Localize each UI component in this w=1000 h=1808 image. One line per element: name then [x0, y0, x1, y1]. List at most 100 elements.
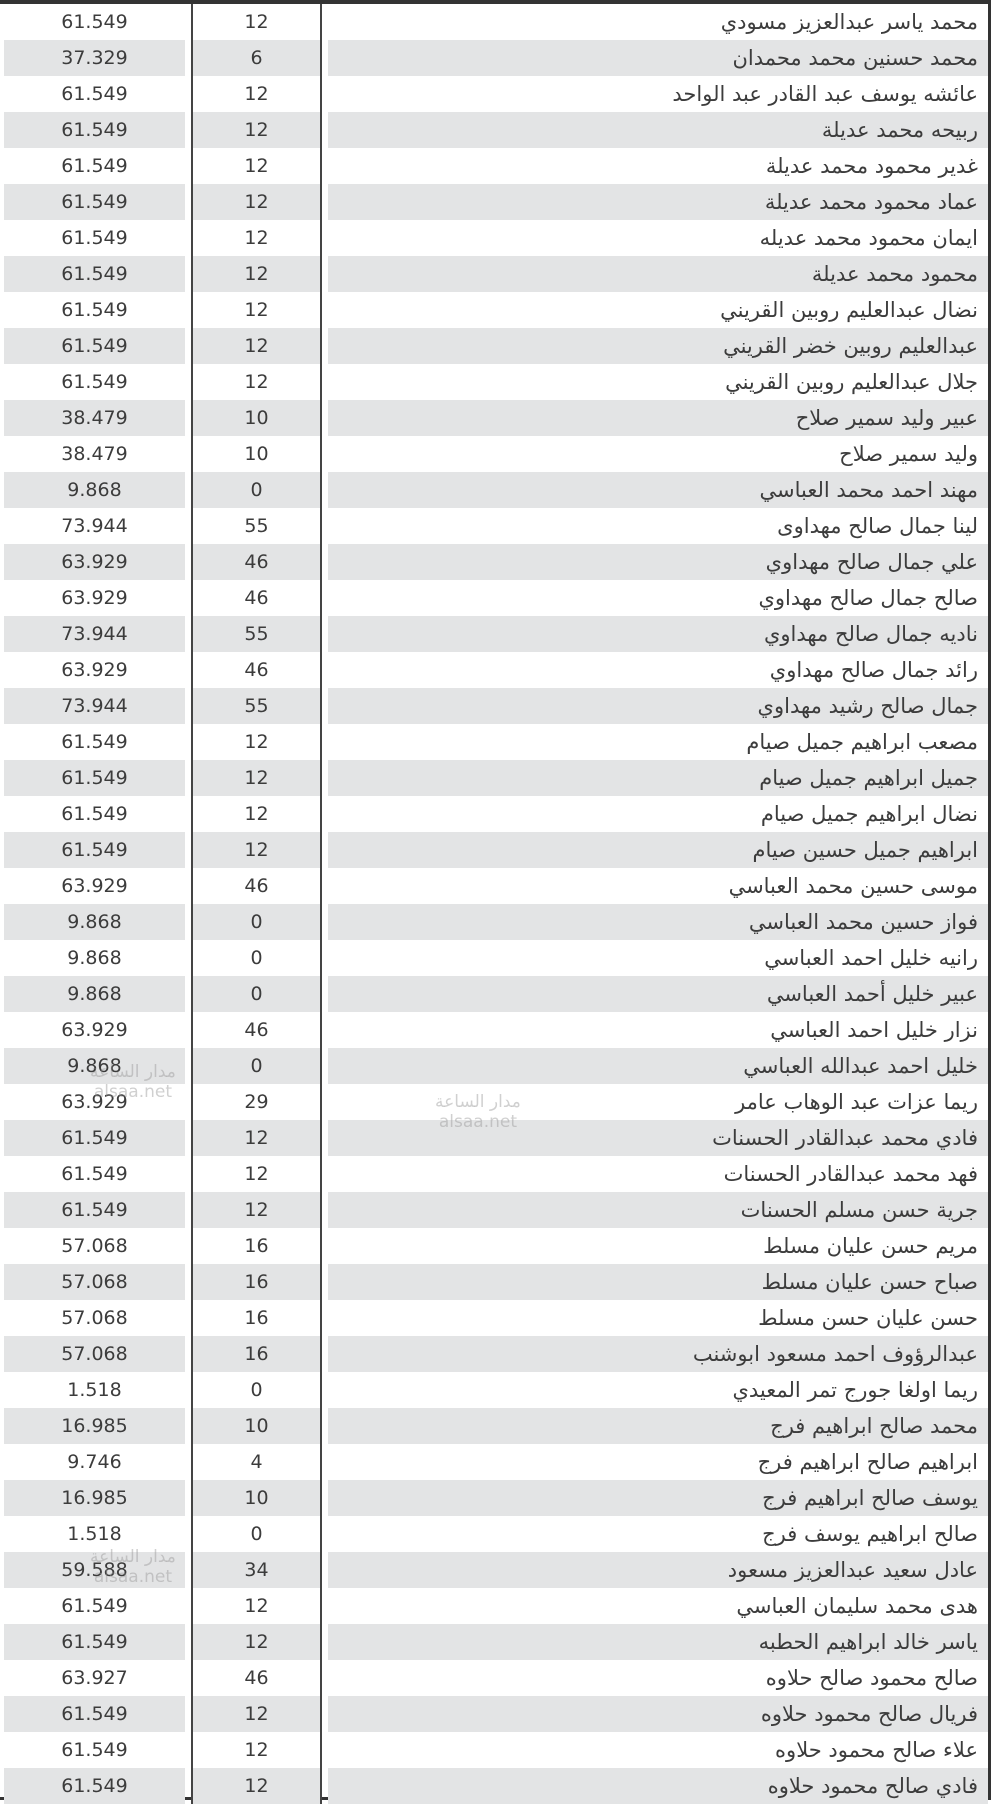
value-cell: 9.868 [4, 976, 185, 1012]
table-row: 61.549 12 جرية حسن مسلم الحسنات [4, 1192, 988, 1228]
count-cell: 0 [191, 904, 322, 940]
name-cell: لينا جمال صالح مهداوى [777, 514, 978, 538]
table-row: 61.549 12 جلال عبدالعليم روبين القريني [4, 364, 988, 400]
value-cell: 63.929 [61, 659, 128, 681]
name-cell: نضال عبدالعليم روبين القريني [720, 298, 978, 322]
name-cell: مهند احمد محمد العباسي [328, 472, 988, 508]
value-cell: 61.549 [61, 731, 128, 753]
value-cell: 63.929 [61, 1019, 128, 1041]
name-cell: جلال عبدالعليم روبين القريني [725, 370, 978, 394]
count-cell: 0 [191, 1048, 322, 1084]
count-cell: 12 [191, 112, 322, 148]
count-cell: 12 [191, 1696, 322, 1732]
name-cell: جمال صالح رشيد مهداوي [328, 688, 988, 724]
count-cell: 46 [191, 1012, 322, 1048]
count-cell: 16 [191, 1336, 322, 1372]
count-cell: 12 [191, 328, 322, 364]
table-row: 61.549 12 ربيحه محمد عديلة [4, 112, 988, 148]
table-row: 61.549 12 غدير محمود محمد عديلة [4, 148, 988, 184]
value-cell: 38.479 [4, 400, 185, 436]
name-cell: ياسر خالد ابراهيم الحطبه [328, 1624, 988, 1660]
table-row: 57.068 16 مريم حسن عليان مسلط [4, 1228, 988, 1264]
count-cell: 12 [191, 256, 322, 292]
value-cell: 9.746 [67, 1451, 122, 1473]
table-row: 63.929 46 صالح جمال صالح مهداوي [4, 580, 988, 616]
value-cell: 61.549 [4, 1120, 185, 1156]
value-cell: 9.868 [4, 472, 185, 508]
name-cell: صباح حسن عليان مسلط [328, 1264, 988, 1300]
count-cell: 16 [191, 1228, 322, 1264]
table-row: 57.068 16 صباح حسن عليان مسلط [4, 1264, 988, 1300]
table-row: 57.068 16 عبدالرؤوف احمد مسعود ابوشنب [4, 1336, 988, 1372]
value-cell: 61.549 [61, 1595, 128, 1617]
value-cell: 9.868 [4, 904, 185, 940]
name-cell: علاء صالح محمود حلاوه [775, 1738, 978, 1762]
name-cell: حسن عليان حسن مسلط [758, 1306, 978, 1330]
value-cell: 61.549 [61, 299, 128, 321]
value-cell: 61.549 [61, 155, 128, 177]
value-cell: 61.549 [61, 11, 128, 33]
name-cell: يوسف صالح ابراهيم فرج [328, 1480, 988, 1516]
count-cell: 46 [191, 868, 322, 904]
count-cell: 0 [191, 976, 322, 1012]
name-cell: فادي محمد عبدالقادر الحسنات [328, 1120, 988, 1156]
name-cell: نضال ابراهيم جميل صيام [760, 802, 978, 826]
table-row: 61.549 12 ياسر خالد ابراهيم الحطبه [4, 1624, 988, 1660]
name-cell: عائشه يوسف عبد القادر عبد الواحد [672, 82, 978, 106]
table-row: 73.944 55 جمال صالح رشيد مهداوي [4, 688, 988, 724]
table-row: 1.518 0 ريما اولغا جورج تمر المعيدي [4, 1372, 988, 1408]
name-cell: ريما عزات عبد الوهاب عامر [735, 1090, 978, 1114]
count-cell: 12 [191, 4, 322, 40]
count-cell: 55 [191, 508, 322, 544]
count-cell: 0 [191, 472, 322, 508]
table-row: 9.868 0 عبير خليل أحمد العباسي [4, 976, 988, 1012]
table-row: 63.929 46 نزار خليل احمد العباسي [4, 1012, 988, 1048]
table-row: 73.944 55 ناديه جمال صالح مهداوي [4, 616, 988, 652]
name-cell: ناديه جمال صالح مهداوي [328, 616, 988, 652]
value-cell: 57.068 [4, 1264, 185, 1300]
name-cell: ابراهيم صالح ابراهيم فرج [757, 1450, 978, 1474]
value-cell: 1.518 [67, 1379, 122, 1401]
table-row: 61.549 12 عماد محمود محمد عديلة [4, 184, 988, 220]
table-row: 61.549 12 عائشه يوسف عبد القادر عبد الواحد [4, 76, 988, 112]
table-row: 9.746 4 ابراهيم صالح ابراهيم فرج [4, 1444, 988, 1480]
table-row: 61.549 12 جميل ابراهيم جميل صيام [4, 760, 988, 796]
count-cell: 46 [191, 1660, 322, 1696]
table-row: 9.868 0 مهند احمد محمد العباسي [4, 472, 988, 508]
name-cell: رانيه خليل احمد العباسي [764, 946, 978, 970]
name-cell: عبدالرؤوف احمد مسعود ابوشنب [328, 1336, 988, 1372]
table-row: 9.868 0 فواز حسين محمد العباسي [4, 904, 988, 940]
name-cell: محمد صالح ابراهيم فرج [328, 1408, 988, 1444]
table-row: 61.549 12 علاء صالح محمود حلاوه [4, 1732, 988, 1768]
value-cell: 9.868 [67, 947, 122, 969]
table-row: 9.868 0 خليل احمد عبدالله العباسي [4, 1048, 988, 1084]
table-row: 61.549 12 نضال ابراهيم جميل صيام [4, 796, 988, 832]
value-cell: 57.068 [61, 1235, 128, 1257]
table-row: 57.068 16 حسن عليان حسن مسلط [4, 1300, 988, 1336]
table-row: 16.985 10 محمد صالح ابراهيم فرج [4, 1408, 988, 1444]
count-cell: 12 [191, 1768, 322, 1804]
table-row: 59.588 34 عادل سعيد عبدالعزيز مسعود [4, 1552, 988, 1588]
table-row: 61.549 12 ايمان محمود محمد عديله [4, 220, 988, 256]
value-cell: 61.549 [61, 371, 128, 393]
value-cell: 59.588 [4, 1552, 185, 1588]
count-cell: 4 [191, 1444, 322, 1480]
value-cell: 16.985 [4, 1408, 185, 1444]
count-cell: 10 [191, 1480, 322, 1516]
count-cell: 10 [191, 1408, 322, 1444]
name-cell: نزار خليل احمد العباسي [770, 1018, 978, 1042]
table-row: 63.929 46 موسى حسين محمد العباسي [4, 868, 988, 904]
table-row: 61.549 12 عبدالعليم روبين خضر القريني [4, 328, 988, 364]
table-row: 61.549 12 نضال عبدالعليم روبين القريني [4, 292, 988, 328]
count-cell: 12 [191, 1624, 322, 1660]
name-cell: وليد سمير صلاح [839, 442, 978, 466]
count-cell: 12 [191, 292, 322, 328]
table-row: 61.549 12 هدى محمد سليمان العباسي [4, 1588, 988, 1624]
name-cell: صالح محمود صالح حلاوه [765, 1666, 978, 1690]
count-cell: 12 [191, 796, 322, 832]
table-row: 61.549 12 ابراهيم جميل حسين صيام [4, 832, 988, 868]
table-row: 37.329 6 محمد حسنين محمد محمدان [4, 40, 988, 76]
value-cell: 61.549 [4, 832, 185, 868]
value-cell: 61.549 [4, 256, 185, 292]
table-row: 63.929 46 علي جمال صالح مهداوي [4, 544, 988, 580]
